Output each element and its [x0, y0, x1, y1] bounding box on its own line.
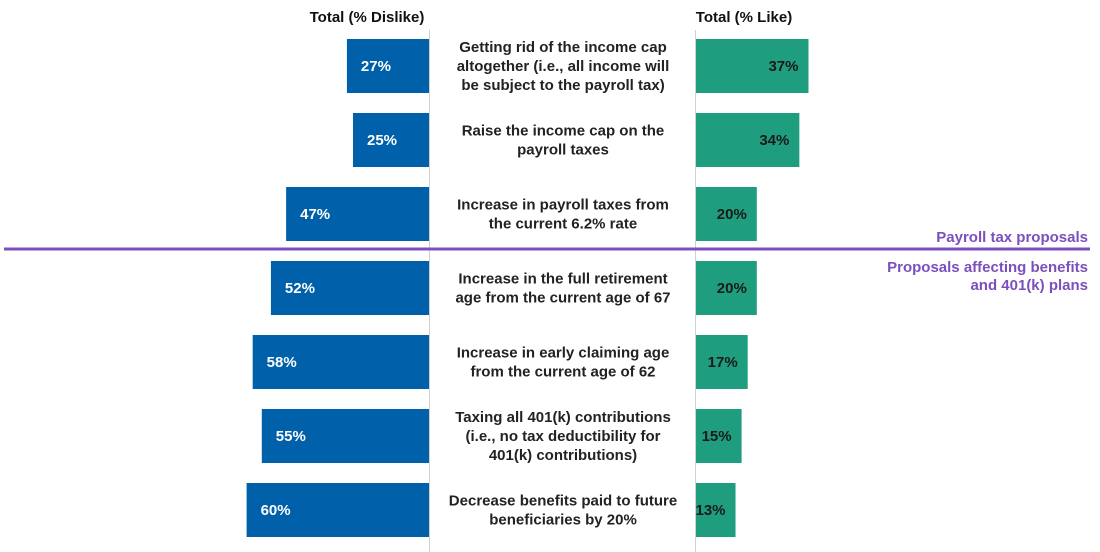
like-value-label: 37%: [768, 58, 798, 75]
group-label-benefits-line2: and 401(k) plans: [970, 277, 1088, 294]
dislike-value-label: 58%: [267, 354, 297, 371]
category-label: Raise the income cap on the payroll taxes: [462, 123, 665, 159]
like-bar: [696, 483, 736, 537]
dislike-value-label: 55%: [276, 428, 306, 445]
category-label: Increase in the full retirement age from …: [455, 271, 670, 307]
like-bar: [696, 261, 757, 315]
category-label: Decrease benefits paid to future benefici…: [449, 493, 677, 529]
like-value-label: 20%: [717, 206, 747, 223]
category-label: Getting rid of the income cap altogether …: [457, 39, 670, 94]
dislike-bar: [246, 483, 429, 537]
dislike-value-label: 47%: [300, 206, 330, 223]
like-value-label: 15%: [702, 428, 732, 445]
chart-marks: 27% 37% Getting rid of the income cap altog…: [246, 39, 809, 537]
like-bar: [696, 39, 809, 93]
dislike-bar: [261, 409, 429, 463]
dislike-header: Total (% Dislike): [310, 9, 425, 26]
category-label: Taxing all 401(k) contributions (i.e., no…: [455, 409, 671, 464]
like-bar: [696, 335, 748, 389]
dislike-bar: [270, 261, 429, 315]
dislike-bar: [353, 113, 429, 167]
dislike-value-label: 60%: [261, 502, 291, 519]
dislike-bar: [346, 39, 429, 93]
like-value-label: 20%: [717, 280, 747, 297]
dislike-value-label: 27%: [361, 58, 391, 75]
dislike-bar: [286, 187, 429, 241]
like-bar: [696, 409, 742, 463]
like-value-label: 13%: [695, 502, 725, 519]
like-bar: [696, 113, 800, 167]
category-label: Increase in early claiming age from the c…: [457, 345, 670, 381]
like-bar: [696, 187, 757, 241]
dislike-value-label: 52%: [285, 280, 315, 297]
category-label: Increase in payroll taxes from the curren…: [457, 197, 669, 233]
group-label-benefits-line1: Proposals affecting benefits: [887, 259, 1088, 276]
dislike-bar: [252, 335, 429, 389]
like-value-label: 34%: [759, 132, 789, 149]
like-header: Total (% Like): [696, 9, 792, 26]
dislike-value-label: 25%: [367, 132, 397, 149]
like-value-label: 17%: [708, 354, 738, 371]
group-label-payroll: Payroll tax proposals: [936, 229, 1088, 246]
